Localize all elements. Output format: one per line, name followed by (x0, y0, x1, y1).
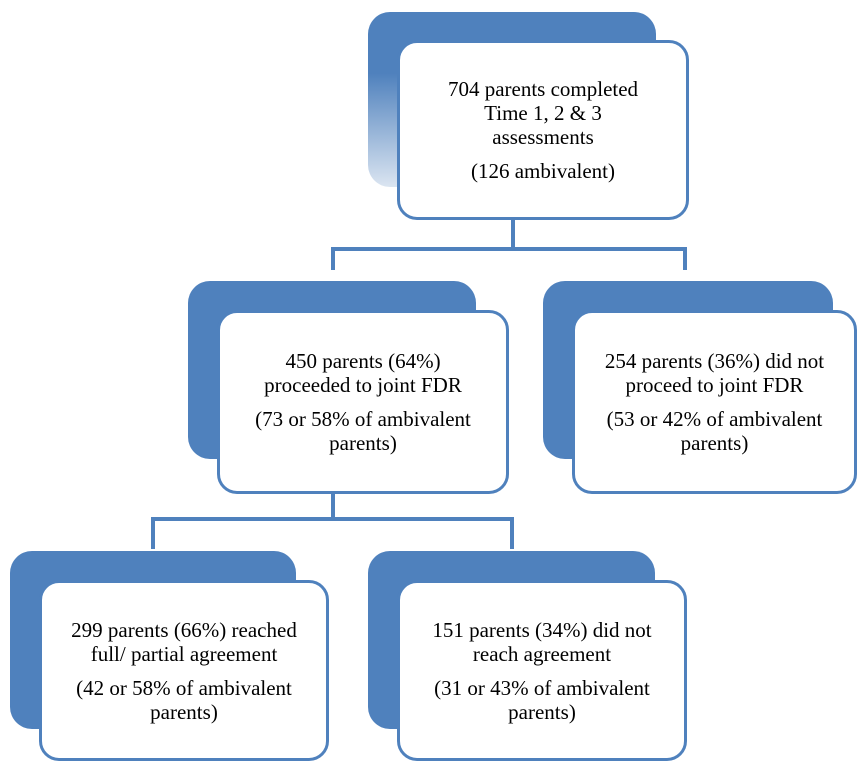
node-no-agreement-box: 151 parents (34%) did not reach agreemen… (397, 580, 687, 761)
connector-root-down (511, 219, 515, 249)
node-root-sub-text: (126 ambivalent) (470, 159, 616, 183)
node-no-agreement-sub-text: (31 or 43% of ambivalent parents) (434, 675, 650, 724)
node-no-agreement-main-text: 151 parents (34%) did not reach agreemen… (432, 617, 652, 666)
connector-to-ll (151, 517, 155, 549)
connector-level1-horizontal (331, 247, 687, 251)
node-root-main-text: 704 parents completed Time 1, 2 & 3 asse… (447, 77, 639, 149)
node-no-joint-fdr-box: 254 parents (36%) did not proceed to joi… (572, 310, 857, 494)
node-reached-agreement-box: 299 parents (66%) reached full/ partial … (39, 580, 329, 761)
node-reached-agreement-main-text: 299 parents (66%) reached full/ partial … (71, 617, 297, 666)
node-joint-fdr-sub-text: (73 or 58% of ambivalent parents) (255, 407, 471, 455)
connector-level2-horizontal (151, 517, 514, 521)
connector-to-right (683, 247, 687, 270)
node-reached-agreement-sub-text: (42 or 58% of ambivalent parents) (76, 675, 292, 724)
connector-to-left (331, 247, 335, 270)
node-no-joint-fdr-main-text: 254 parents (36%) did not proceed to joi… (604, 349, 825, 397)
node-joint-fdr-main-text: 450 parents (64%) proceeded to joint FDR (264, 349, 462, 397)
node-joint-fdr-box: 450 parents (64%) proceeded to joint FDR… (217, 310, 509, 494)
node-no-joint-fdr-sub-text: (53 or 42% of ambivalent parents) (606, 407, 823, 455)
connector-left-down (331, 492, 335, 519)
node-root-box: 704 parents completed Time 1, 2 & 3 asse… (397, 40, 689, 220)
connector-to-lr (510, 517, 514, 549)
